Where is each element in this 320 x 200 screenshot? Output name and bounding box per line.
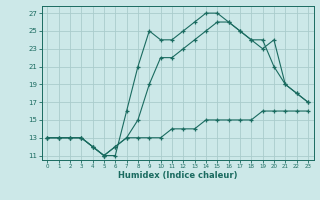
X-axis label: Humidex (Indice chaleur): Humidex (Indice chaleur) (118, 171, 237, 180)
